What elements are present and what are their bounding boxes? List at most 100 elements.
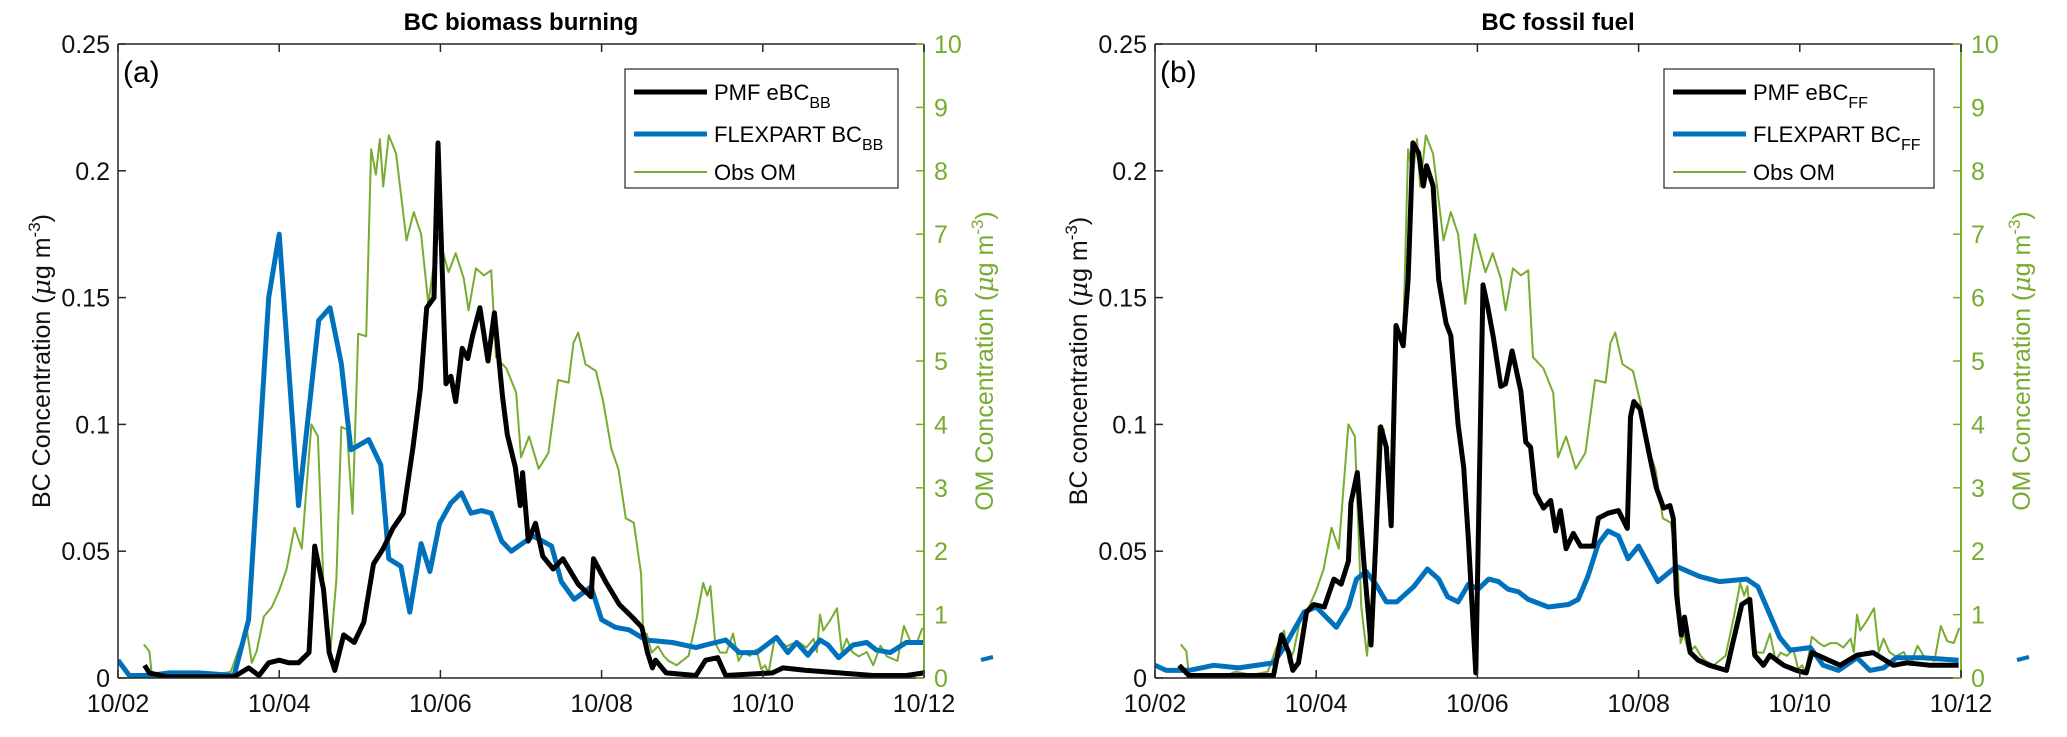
y2-tick-label: 5 xyxy=(1971,348,1985,376)
y-axis-label: BC concentration (μg m-3) xyxy=(1062,217,1093,505)
legend-entry: Obs OM xyxy=(714,160,796,185)
y2-tick-label: 4 xyxy=(934,411,948,439)
y-axis-label-close: ) xyxy=(1065,217,1093,225)
y-tick-label: 0.2 xyxy=(1112,158,1147,186)
x-tick-label: 10/08 xyxy=(570,690,633,718)
legend-entry-main: FLEXPART BC xyxy=(1753,122,1901,147)
y2-tick-label: 2 xyxy=(934,538,948,566)
y-tick-label: 0.1 xyxy=(1112,411,1147,439)
y2-tick-label: 3 xyxy=(934,475,948,503)
blue-dash-mark xyxy=(980,655,994,662)
y2-tick-label: 6 xyxy=(934,285,948,313)
y2-axis-label-sup: -3 xyxy=(968,220,987,235)
y-tick-label: 0.25 xyxy=(61,31,110,59)
x-tick-label: 10/06 xyxy=(409,690,472,718)
series-group xyxy=(118,134,924,678)
x-tick-label: 10/10 xyxy=(1769,690,1832,718)
y2-tick-label: 1 xyxy=(1971,602,1985,630)
x-tick-label: 10/04 xyxy=(1285,690,1348,718)
y2-axis-label-unit: g m xyxy=(2008,235,2036,277)
legend-box xyxy=(1663,68,1935,189)
legend-entry-subscript: FF xyxy=(1901,137,1921,154)
y-axis-label-sup: -3 xyxy=(1062,225,1081,240)
legend-entry-main: FLEXPART BC xyxy=(714,122,862,147)
y-axis-label-main: BC Concentration ( xyxy=(28,295,56,508)
panel-b-fossil-fuel: 10/02 10/04 10/06 10/08 10/10 10/1200.050.10.… xyxy=(1062,9,2036,718)
y2-tick-label: 3 xyxy=(1971,475,1985,503)
y2-tick-label: 5 xyxy=(934,348,948,376)
y2-axis-label-mu: μ xyxy=(2007,276,2036,292)
legend-box xyxy=(624,68,899,189)
legend-entry-subscript: BB xyxy=(862,137,883,154)
y2-tick-label: 1 xyxy=(934,602,948,630)
blue-dash-mark xyxy=(2016,655,2030,662)
legend-entry-main: Obs OM xyxy=(1753,160,1835,185)
y-axis-label-close: ) xyxy=(28,214,56,222)
y-axis-label-mu: μ xyxy=(1064,282,1093,298)
y2-axis-label-close: ) xyxy=(971,211,999,219)
y2-axis-label-close: ) xyxy=(2008,211,2036,219)
y2-tick-label: 9 xyxy=(1971,94,1985,122)
chart-title: BC fossil fuel xyxy=(1481,9,1634,36)
y-tick-label: 0.2 xyxy=(75,158,110,186)
y-axis-label-unit: g m xyxy=(1065,240,1093,282)
y-axis-label-unit: g m xyxy=(28,237,56,279)
y2-tick-label: 4 xyxy=(1971,411,1985,439)
y2-tick-label: 6 xyxy=(1971,285,1985,313)
y2-tick-label: 0 xyxy=(934,665,948,693)
y2-tick-label: 9 xyxy=(934,94,948,122)
x-tick-label: 10/02 xyxy=(1124,690,1187,718)
y2-tick-label: 0 xyxy=(1971,665,1985,693)
series-line-flexpart-bc-ff xyxy=(1155,528,1959,673)
legend-entry-subscript: FF xyxy=(1848,95,1868,112)
y-tick-label: 0.1 xyxy=(75,411,110,439)
legend-entry: FLEXPART BCFF xyxy=(1753,122,1921,154)
x-tick-label: 10/06 xyxy=(1446,690,1509,718)
x-tick-label: 10/12 xyxy=(893,690,956,718)
y-tick-label: 0.05 xyxy=(1098,538,1147,566)
y-tick-label: 0.25 xyxy=(1098,31,1147,59)
x-tick-label: 10/10 xyxy=(732,690,795,718)
y-axis-label-main: BC concentration ( xyxy=(1065,298,1093,506)
y2-axis-label-sup: -3 xyxy=(2005,220,2024,235)
y2-axis-label: OM Concentration (μg m-3) xyxy=(2005,211,2036,511)
y-tick-label: 0.05 xyxy=(61,538,110,566)
legend-entry: Obs OM xyxy=(1753,160,1835,185)
panel-a-biomass-burning: 10/02 10/04 10/06 10/08 10/10 10/1200.050.10.… xyxy=(25,9,999,718)
series-group xyxy=(1155,134,1961,678)
series-line-flexpart-bc-bb xyxy=(118,231,924,678)
x-tick-label: 10/08 xyxy=(1607,690,1670,718)
series-line-pmf-ebc-ff xyxy=(1177,140,1959,678)
y2-tick-label: 10 xyxy=(934,31,962,59)
y2-axis-label-main: OM Concentration ( xyxy=(2008,292,2036,511)
y-tick-label: 0 xyxy=(1133,665,1147,693)
y2-tick-label: 8 xyxy=(934,158,948,186)
y2-axis-label-mu: μ xyxy=(970,276,999,292)
y2-tick-label: 10 xyxy=(1971,31,1999,59)
panel-label: (a) xyxy=(123,56,160,89)
series-line-obs-om xyxy=(1180,134,1961,678)
y2-axis-label-main: OM Concentration ( xyxy=(971,292,999,511)
y2-tick-label: 2 xyxy=(1971,538,1985,566)
y-tick-label: 0 xyxy=(96,665,110,693)
y2-axis-label: OM Concentration (μg m-3) xyxy=(968,211,999,511)
panel-label: (b) xyxy=(1160,56,1197,89)
x-tick-label: 10/02 xyxy=(87,690,150,718)
y2-tick-label: 7 xyxy=(1971,221,1985,249)
series-line-obs-om xyxy=(143,134,924,678)
y-axis-label: BC Concentration (μg m-3) xyxy=(25,214,56,508)
y-axis-label-sup: -3 xyxy=(25,222,44,237)
y-tick-label: 0.15 xyxy=(61,285,110,313)
y-tick-label: 0.15 xyxy=(1098,285,1147,313)
legend-entry-main: PMF eBC xyxy=(1753,80,1848,105)
y2-tick-label: 8 xyxy=(1971,158,1985,186)
x-tick-label: 10/12 xyxy=(1930,690,1993,718)
legend-entry-main: Obs OM xyxy=(714,160,796,185)
y2-axis-label-unit: g m xyxy=(971,235,999,277)
legend-entry-main: PMF eBC xyxy=(714,80,809,105)
chart-title: BC biomass burning xyxy=(404,9,639,36)
y2-tick-label: 7 xyxy=(934,221,948,249)
